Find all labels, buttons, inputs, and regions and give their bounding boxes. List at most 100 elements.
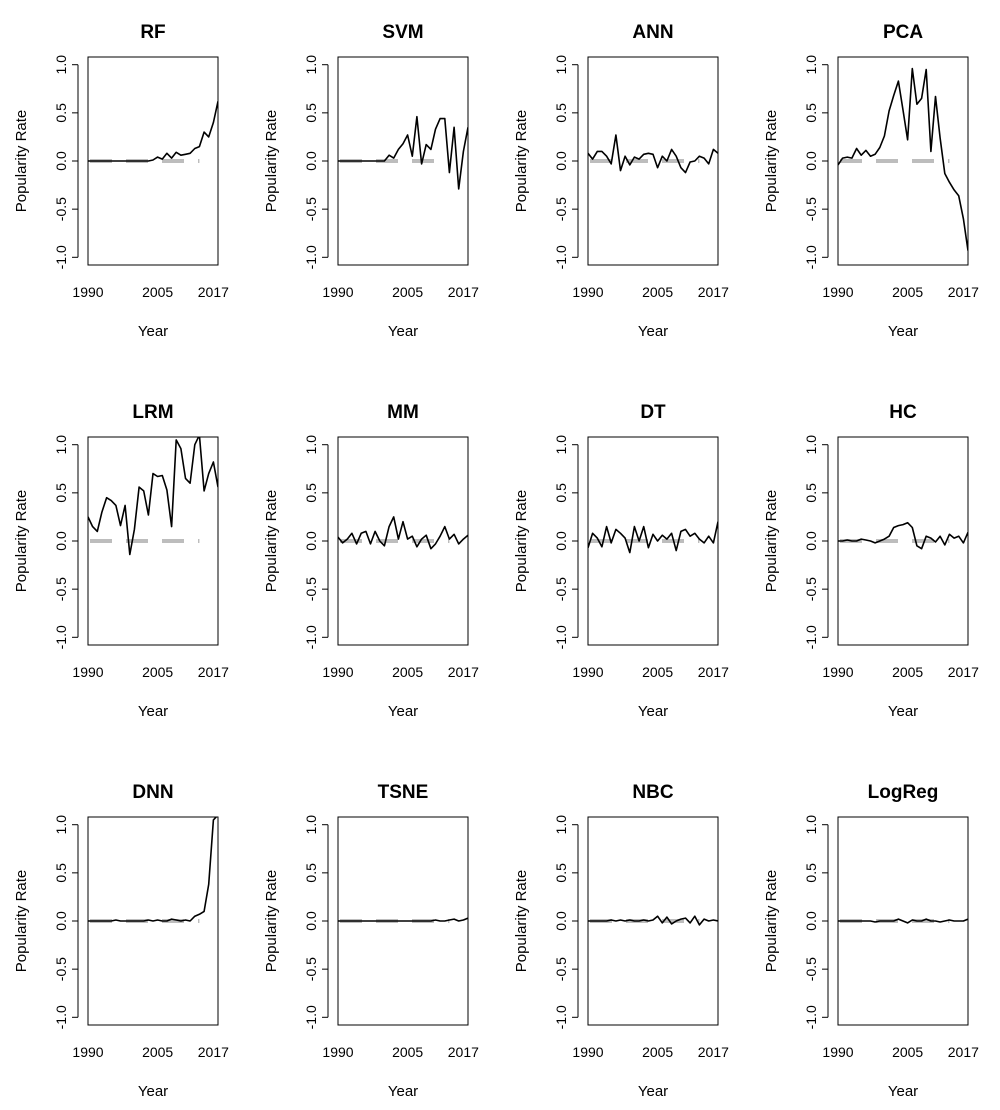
x-axis-label: Year xyxy=(388,1083,418,1100)
panel-rf: RF -1.0 -0.5 0.0 0.5 1.0 Popularity Rate 1990 20… xyxy=(13,22,229,340)
y-tick-label: 1.0 xyxy=(53,815,69,835)
panel-ann: ANN -1.0 -0.5 0.0 0.5 1.0 Popularity Rate 1990 2… xyxy=(513,22,729,340)
y-tick-label: 1.0 xyxy=(553,55,569,75)
panel-mm: MM -1.0 -0.5 0.0 0.5 1.0 Popularity Rate 1990 20… xyxy=(263,402,479,720)
x-tick-label: 1990 xyxy=(72,1044,103,1060)
panel-dnn: DNN -1.0 -0.5 0.0 0.5 1.0 Popularity Rate 1990 2… xyxy=(13,782,229,1100)
x-tick-label: 2005 xyxy=(892,1044,923,1060)
x-axis-label: Year xyxy=(638,1083,668,1100)
y-tick-label: -0.5 xyxy=(303,957,319,981)
panel-tsne: TSNE -1.0 -0.5 0.0 0.5 1.0 Popularity Rate 1990… xyxy=(263,782,479,1100)
series-line xyxy=(338,917,468,922)
y-tick-label: 0.0 xyxy=(803,151,819,171)
y-tick-label: 0.5 xyxy=(303,863,319,883)
panel-title: RF xyxy=(140,22,165,43)
y-axis-label: Popularity Rate xyxy=(763,870,780,973)
y-tick-label: 0.0 xyxy=(53,151,69,171)
panel-title: MM xyxy=(387,402,419,423)
x-axis-label: Year xyxy=(888,323,918,340)
x-tick-label: 1990 xyxy=(572,1044,603,1060)
x-tick-label: 2005 xyxy=(142,1044,173,1060)
x-tick-label: 1990 xyxy=(322,664,353,680)
y-tick-label: -0.5 xyxy=(303,197,319,221)
y-axis-label: Popularity Rate xyxy=(763,490,780,593)
panel-pca: PCA -1.0 -0.5 0.0 0.5 1.0 Popularity Rate 1990 2… xyxy=(763,22,979,340)
plot-frame xyxy=(837,56,969,266)
x-tick-label: 2017 xyxy=(198,1044,229,1060)
x-axis-label: Year xyxy=(388,323,418,340)
panel-title: LRM xyxy=(132,402,173,423)
x-axis-label: Year xyxy=(638,703,668,720)
y-tick-label: 1.0 xyxy=(553,435,569,455)
y-tick-label: -0.5 xyxy=(803,197,819,221)
y-tick-label: -1.0 xyxy=(303,245,319,269)
y-tick-label: 0.5 xyxy=(553,103,569,123)
y-tick-label: -1.0 xyxy=(53,245,69,269)
x-tick-label: 2017 xyxy=(698,664,729,680)
y-tick-label: 1.0 xyxy=(53,55,69,75)
plot-frame xyxy=(337,436,469,646)
x-tick-label: 2005 xyxy=(892,664,923,680)
x-tick-label: 2005 xyxy=(642,284,673,300)
y-tick-label: -0.5 xyxy=(53,957,69,981)
x-axis-label: Year xyxy=(138,1083,168,1100)
x-axis-label: Year xyxy=(138,323,168,340)
y-tick-label: -0.5 xyxy=(803,577,819,601)
panel-title: DNN xyxy=(132,782,173,803)
x-tick-label: 1990 xyxy=(72,664,103,680)
y-tick-label: -1.0 xyxy=(803,625,819,649)
x-axis-label: Year xyxy=(638,323,668,340)
x-tick-label: 2017 xyxy=(698,284,729,300)
y-tick-label: 0.0 xyxy=(303,911,319,931)
y-tick-label: 0.0 xyxy=(53,531,69,551)
x-tick-label: 1990 xyxy=(822,284,853,300)
panel-title: DT xyxy=(640,402,666,423)
y-tick-label: -1.0 xyxy=(53,625,69,649)
panel-title: PCA xyxy=(883,22,923,43)
y-axis-label: Popularity Rate xyxy=(13,490,30,593)
y-tick-label: -0.5 xyxy=(53,577,69,601)
x-tick-label: 2017 xyxy=(448,284,479,300)
y-tick-label: 0.5 xyxy=(803,863,819,883)
x-tick-label: 1990 xyxy=(572,664,603,680)
x-tick-label: 2017 xyxy=(198,664,229,680)
series-line xyxy=(838,67,968,251)
x-tick-label: 2005 xyxy=(142,284,173,300)
panel-title: ANN xyxy=(632,22,673,43)
y-tick-label: 0.5 xyxy=(53,103,69,123)
y-tick-label: 1.0 xyxy=(803,435,819,455)
x-tick-label: 2017 xyxy=(948,284,979,300)
series-line xyxy=(88,817,218,922)
y-tick-label: -1.0 xyxy=(553,625,569,649)
y-axis-label: Popularity Rate xyxy=(263,490,280,593)
x-tick-label: 1990 xyxy=(322,284,353,300)
x-axis-label: Year xyxy=(888,703,918,720)
y-tick-label: -1.0 xyxy=(803,245,819,269)
series-line xyxy=(588,915,718,926)
x-tick-label: 2005 xyxy=(392,1044,423,1060)
y-tick-label: 0.0 xyxy=(53,911,69,931)
panel-logreg: LogReg -1.0 -0.5 0.0 0.5 1.0 Popularity Rate 19… xyxy=(763,782,979,1100)
panel-dt: DT -1.0 -0.5 0.0 0.5 1.0 Popularity Rate 1990 20… xyxy=(513,402,729,720)
series-line xyxy=(88,437,218,556)
x-tick-label: 1990 xyxy=(572,284,603,300)
series-line xyxy=(588,134,718,174)
x-tick-label: 2005 xyxy=(892,284,923,300)
y-tick-label: 1.0 xyxy=(303,435,319,455)
y-tick-label: 0.0 xyxy=(553,531,569,551)
x-tick-label: 2005 xyxy=(392,284,423,300)
panel-title: SVM xyxy=(382,22,423,43)
x-tick-label: 2017 xyxy=(198,284,229,300)
y-tick-label: -0.5 xyxy=(553,197,569,221)
panel-title: LogReg xyxy=(868,782,939,803)
plot-frame xyxy=(587,436,719,646)
y-tick-label: 1.0 xyxy=(553,815,569,835)
x-tick-label: 2005 xyxy=(642,1044,673,1060)
y-tick-label: -1.0 xyxy=(303,1005,319,1029)
x-tick-label: 1990 xyxy=(822,1044,853,1060)
series-line xyxy=(838,521,968,550)
y-tick-label: 0.5 xyxy=(303,103,319,123)
y-tick-label: 0.0 xyxy=(803,531,819,551)
y-axis-label: Popularity Rate xyxy=(13,870,30,973)
